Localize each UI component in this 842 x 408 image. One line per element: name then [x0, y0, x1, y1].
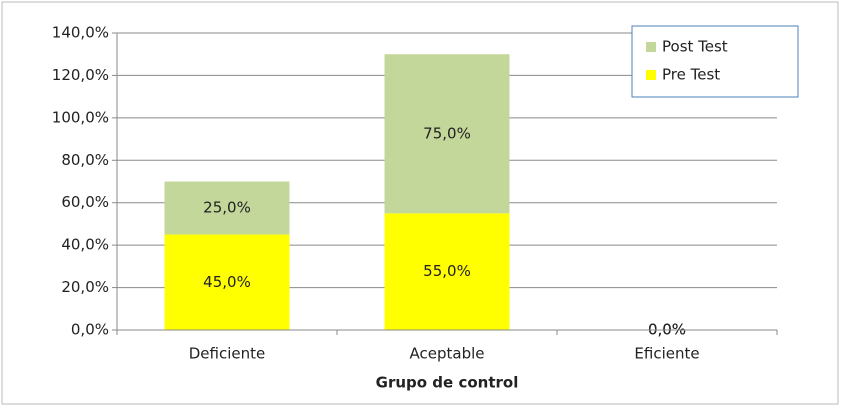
bar-segment	[384, 54, 510, 214]
bar-segment	[164, 181, 290, 235]
bar-segment	[384, 213, 510, 330]
x-tick-label: Aceptable	[410, 345, 485, 363]
data-label: 25,0%	[203, 199, 251, 217]
bar-segment	[164, 234, 290, 330]
y-tick-label: 140,0%	[52, 24, 109, 42]
y-tick-label: 120,0%	[52, 66, 109, 84]
data-label: 45,0%	[203, 273, 251, 291]
legend-label: Post Test	[662, 38, 728, 56]
legend-swatch	[646, 70, 656, 80]
x-axis-title: Grupo de control	[376, 374, 519, 392]
data-label: 55,0%	[423, 262, 471, 280]
y-tick-label: 40,0%	[61, 236, 109, 254]
legend-box	[631, 25, 799, 98]
data-label: 75,0%	[423, 124, 471, 142]
y-tick-label: 20,0%	[61, 278, 109, 296]
x-tick-label: Deficiente	[189, 345, 266, 363]
x-tick-label: Eficiente	[634, 345, 699, 363]
y-tick-label: 80,0%	[61, 151, 109, 169]
legend-label: Pre Test	[662, 66, 720, 84]
y-tick-label: 0,0%	[71, 321, 109, 339]
legend-swatch	[646, 42, 656, 52]
y-tick-label: 100,0%	[52, 108, 109, 126]
y-tick-label: 60,0%	[61, 193, 109, 211]
